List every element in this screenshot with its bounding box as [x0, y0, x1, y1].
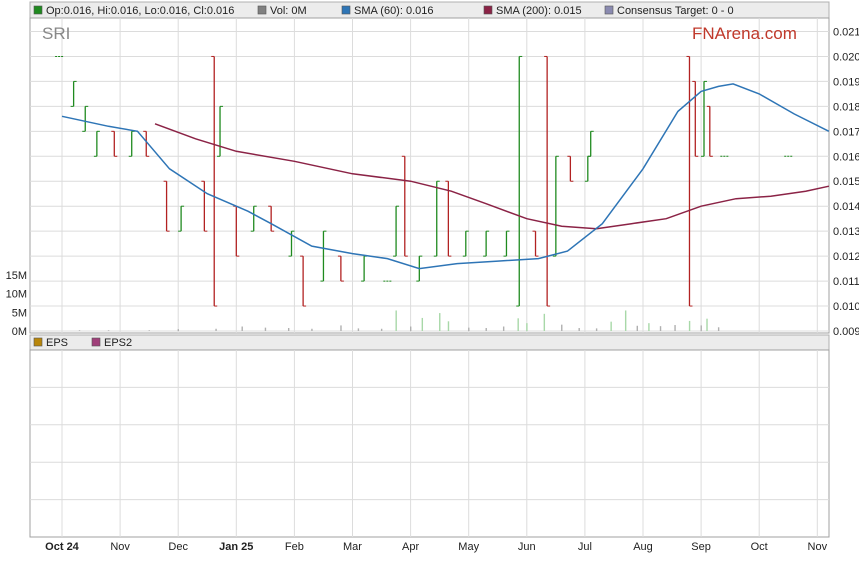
price-tick-label: 0.015 [833, 176, 859, 188]
price-tick-label: 0.009 [833, 326, 859, 338]
legend-bottom: EPS EPS2 [33, 337, 132, 349]
volume-axis: 0M 5M 10M 15M [6, 270, 27, 338]
price-axis: 0.009 0.010 0.011 0.012 0.013 0.014 0.015 0.016… [833, 26, 859, 338]
volume-bar [706, 318, 708, 331]
volume-bar [717, 327, 720, 331]
volume-bar [421, 317, 424, 331]
volume-bar [543, 313, 546, 331]
x-tick-label: Feb [285, 541, 304, 553]
legend-label: Op:0.016, Hi:0.016, Lo:0.016, Cl:0.016 [46, 5, 234, 17]
x-tick-label: Oct [751, 541, 768, 553]
price-tick-label: 0.019 [833, 76, 859, 88]
legend-label: Consensus Target: 0 - 0 [617, 5, 734, 17]
legend-swatch [257, 5, 267, 15]
x-tick-label: Jul [578, 541, 592, 553]
legend-swatch [33, 5, 43, 15]
volume-bar [148, 330, 150, 331]
legend-label: EPS2 [104, 337, 132, 349]
legend-swatch [33, 337, 43, 347]
x-tick-label: Nov [808, 541, 828, 553]
sma60-line [61, 83, 830, 270]
volume-bar [215, 328, 217, 331]
x-tick-label: May [458, 541, 479, 553]
volume-bar [287, 328, 290, 331]
volume-bar [610, 321, 612, 331]
volume-bar [410, 326, 412, 331]
volume-bar [526, 323, 528, 331]
volume-bar [78, 330, 81, 331]
x-tick-label: Jun [518, 541, 536, 553]
volume-bar [447, 321, 450, 331]
legend-swatch [341, 5, 351, 15]
legend-label: SMA (200): 0.015 [496, 5, 582, 17]
volume-bar [636, 325, 638, 331]
volume-bar [595, 328, 598, 331]
volume-bar [648, 323, 650, 331]
volume-bar [311, 328, 313, 331]
x-tick-label: Mar [343, 541, 362, 553]
price-tick-label: 0.011 [833, 276, 859, 288]
legend-top: Op:0.016, Hi:0.016, Lo:0.016, Cl:0.016 Vo… [33, 5, 734, 17]
volume-bar [502, 326, 505, 331]
x-tick-label: Sep [691, 541, 711, 553]
x-tick-label: Dec [168, 541, 188, 553]
price-tick-label: 0.014 [833, 201, 859, 213]
volume-tick-label: 5M [12, 307, 27, 319]
x-tick-label: Jan 25 [219, 541, 253, 553]
volume-bar [177, 329, 179, 331]
volume-bar [395, 310, 397, 331]
x-tick-label: Apr [402, 541, 419, 553]
eps-grid [30, 350, 829, 537]
legend-label: EPS [46, 337, 68, 349]
price-bars [55, 55, 793, 307]
legend-bar-bottom [29, 334, 830, 351]
volume-bar [340, 325, 342, 331]
x-axis: Oct 24 Nov Dec Jan 25 Feb Mar Apr May Jun Jul Aug S… [45, 541, 827, 553]
volume-bar [624, 310, 627, 331]
price-tick-label: 0.021 [833, 26, 859, 38]
volume-bar [380, 328, 383, 331]
volume-bar [561, 324, 563, 331]
volume-bar [700, 325, 702, 331]
price-panel [29, 17, 830, 334]
volume-bars [78, 310, 720, 331]
volume-bar [578, 328, 580, 331]
volume-bar [439, 313, 441, 331]
legend-label: SMA (60): 0.016 [354, 5, 434, 17]
volume-bar [264, 327, 267, 331]
legend-swatch [604, 5, 614, 15]
x-tick-label: Aug [633, 541, 653, 553]
volume-tick-label: 15M [6, 270, 27, 282]
eps-panel [29, 349, 830, 538]
volume-tick-label: 10M [6, 289, 27, 301]
price-tick-label: 0.013 [833, 226, 859, 238]
volume-bar [517, 318, 519, 331]
volume-bar [468, 327, 470, 331]
price-tick-label: 0.012 [833, 251, 859, 263]
price-tick-label: 0.020 [833, 51, 859, 63]
volume-bar [688, 320, 691, 331]
volume-bar [107, 330, 110, 331]
sma200-line [154, 123, 830, 230]
volume-bar [659, 326, 662, 331]
price-tick-label: 0.018 [833, 101, 859, 113]
volume-bar [241, 326, 243, 331]
volume-bar [485, 328, 487, 331]
volume-tick-label: 0M [12, 326, 27, 338]
price-tick-label: 0.017 [833, 126, 859, 138]
legend-swatch [483, 5, 493, 15]
volume-bar [357, 328, 360, 331]
price-tick-label: 0.016 [833, 151, 859, 163]
volume-bar [674, 325, 676, 331]
legend-swatch [91, 337, 101, 347]
legend-label: Vol: 0M [270, 5, 307, 17]
price-tick-label: 0.010 [833, 301, 859, 313]
x-tick-label: Nov [110, 541, 130, 553]
chart-grid [30, 18, 829, 333]
ticker-label: SRI [42, 24, 70, 43]
x-tick-label: Oct 24 [45, 541, 80, 553]
brand-logo: FNArena.com [692, 24, 797, 43]
